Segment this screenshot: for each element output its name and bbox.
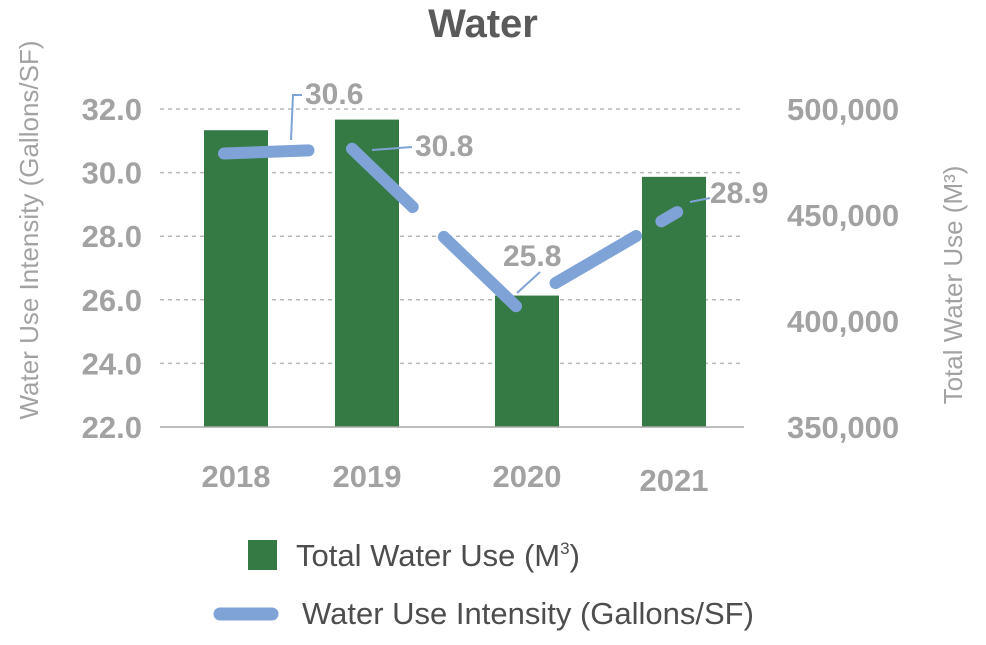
x-category-label: 2019 — [333, 459, 402, 494]
left-tick-label: 28.0 — [82, 219, 142, 254]
x-category-label: 2021 — [640, 463, 709, 498]
right-axis-ticks: 350,000 400,000 450,000 500,000 — [787, 92, 899, 445]
right-tick-label: 450,000 — [787, 198, 899, 233]
data-label-leader — [689, 197, 711, 203]
right-tick-label: 500,000 — [787, 92, 899, 127]
x-axis-categories: 2018 2019 2020 2021 — [202, 459, 709, 498]
legend-bar-swatch — [248, 540, 277, 570]
legend-line-label: Water Use Intensity (Gallons/SF) — [302, 596, 754, 631]
data-label-2018: 30.6 — [305, 78, 363, 111]
bar-2020 — [495, 295, 559, 427]
right-axis-title: Total Water Use (M³) — [938, 166, 968, 405]
data-label-2021: 28.9 — [710, 177, 768, 210]
chart-title: Water — [428, 2, 538, 46]
line-segment-2020-2021b — [655, 206, 684, 228]
data-label-leader — [516, 271, 541, 294]
left-axis-title: Water Use Intensity (Gallons/SF) — [14, 40, 44, 419]
left-tick-label: 30.0 — [82, 156, 142, 191]
legend-bar-label: Total Water Use (M3) — [296, 538, 580, 573]
right-tick-label: 400,000 — [787, 304, 899, 339]
x-category-label: 2018 — [202, 459, 271, 494]
line-segment-2018-2019 — [218, 144, 315, 160]
legend: Total Water Use (M3) Water Use Intensity… — [213, 538, 754, 631]
left-tick-label: 32.0 — [82, 92, 142, 127]
x-category-label: 2020 — [493, 459, 562, 494]
data-label-leader — [371, 146, 413, 151]
line-segment-2020-2021a — [549, 230, 643, 290]
left-tick-label: 22.0 — [82, 410, 142, 445]
left-tick-label: 24.0 — [82, 346, 142, 381]
data-label-leader — [290, 94, 302, 141]
data-label-2019: 30.8 — [415, 130, 473, 163]
bars — [204, 119, 706, 427]
line-segment-2019-2020b — [437, 230, 522, 313]
left-tick-label: 26.0 — [82, 283, 142, 318]
intensity-line — [218, 142, 684, 313]
data-labels: 30.6 30.8 25.8 28.9 — [290, 78, 768, 294]
left-axis-ticks: 22.0 24.0 26.0 28.0 30.0 32.0 — [82, 92, 142, 445]
line-segment-2019-2020a — [346, 142, 419, 213]
bar-2018 — [204, 130, 268, 427]
right-tick-label: 350,000 — [787, 410, 899, 445]
data-label-2020: 25.8 — [503, 240, 561, 273]
